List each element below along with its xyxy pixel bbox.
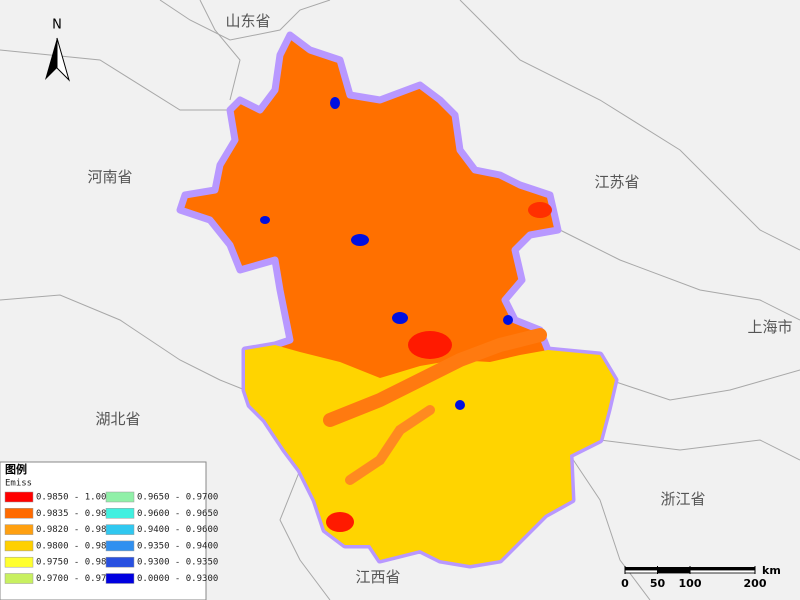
legend-swatch <box>4 540 34 552</box>
legend-swatch <box>105 524 135 535</box>
north-label: N <box>52 18 62 33</box>
province-label: 湖北省 <box>95 410 140 428</box>
water-body <box>330 97 340 109</box>
province-label: 河南省 <box>87 168 132 186</box>
water-body <box>260 216 270 224</box>
scale-tick-label: 50 <box>650 577 666 590</box>
legend-label: 0.9300 - 0.9350 <box>137 558 218 568</box>
legend-label: 0.9800 - 0.9820 <box>36 541 117 551</box>
hotspot <box>528 202 552 218</box>
legend-swatch <box>4 491 34 503</box>
legend-label: 0.9700 - 0.9750 <box>36 574 117 584</box>
legend-label: 0.9850 - 1.0000 <box>36 493 117 503</box>
legend-label: 0.9820 - 0.9835 <box>36 525 117 535</box>
water-body <box>392 312 408 324</box>
scale-tick-label: 0 <box>621 577 629 590</box>
province-label: 山东省 <box>225 12 270 30</box>
scale-segment <box>625 567 658 570</box>
scale-segment <box>657 569 691 574</box>
arrow-right <box>56 37 71 82</box>
scale-unit: km <box>762 564 781 577</box>
water-body <box>351 234 369 246</box>
legend-swatch <box>105 556 135 568</box>
legend-label: 0.9600 - 0.9650 <box>137 509 218 519</box>
legend-swatch <box>105 508 135 519</box>
river-band <box>323 328 547 427</box>
arrow-left <box>45 38 57 80</box>
legend-swatch <box>4 556 34 568</box>
legend-swatch <box>4 524 34 535</box>
north-arrow: N <box>45 18 71 82</box>
province-labels: 山东省 河南省 江苏省 上海市 湖北省 浙江省 江西省 <box>87 12 792 586</box>
legend-swatch <box>105 573 135 584</box>
scale-tick-label: 200 <box>744 577 767 590</box>
legend-label: 0.0000 - 0.9300 <box>137 574 218 584</box>
scale-segment <box>689 569 756 574</box>
legend-label: 0.9835 - 0.9850 <box>36 509 117 519</box>
scale-segment <box>624 569 658 574</box>
legend-field: Emiss <box>5 479 32 489</box>
water-body <box>455 400 465 410</box>
legend-swatch <box>105 491 135 503</box>
scale-segment <box>690 567 755 570</box>
hotspot <box>326 512 354 532</box>
legend-swatch <box>105 540 135 552</box>
province-label: 江西省 <box>355 568 400 586</box>
scale-segment <box>657 567 690 570</box>
scale-tick-label: 100 <box>679 577 702 590</box>
legend-label: 0.9750 - 0.9800 <box>36 558 117 568</box>
legend-label: 0.9650 - 0.9700 <box>137 493 218 503</box>
legend-label: 0.9400 - 0.9600 <box>137 525 218 535</box>
hotspot <box>408 331 452 359</box>
province-label: 江苏省 <box>594 173 639 191</box>
legend-swatch <box>4 508 34 519</box>
south-zone <box>245 345 615 565</box>
province-label: 上海市 <box>747 318 792 336</box>
legend-label: 0.9350 - 0.9400 <box>137 541 218 551</box>
study-area <box>176 31 619 569</box>
river-band <box>345 405 435 485</box>
legend-title: 图例 <box>5 462 27 476</box>
legend-box <box>0 461 207 600</box>
legend-swatch <box>4 573 34 584</box>
water-body <box>503 315 513 325</box>
province-label: 浙江省 <box>660 490 705 508</box>
